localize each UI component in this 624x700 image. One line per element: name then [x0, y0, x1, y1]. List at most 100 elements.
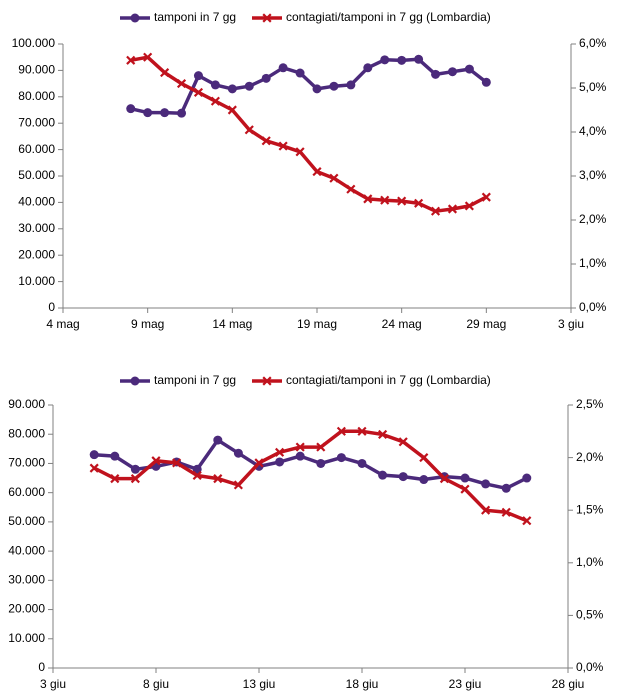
data-point	[244, 125, 254, 135]
y-tick-label: 80.000	[18, 89, 55, 103]
x-tick-label: 13 giu	[243, 677, 276, 691]
data-point	[312, 167, 322, 177]
y-tick-label: 70.000	[18, 115, 55, 129]
y-tick-label: 10.000	[18, 274, 55, 288]
data-point	[160, 68, 170, 78]
data-point	[316, 442, 326, 452]
data-point	[460, 473, 470, 483]
y2-tick-label: 0,0%	[579, 300, 607, 314]
data-point	[501, 483, 511, 493]
data-point	[414, 54, 424, 64]
data-point	[316, 458, 326, 468]
series-line-2	[93, 429, 528, 523]
data-point	[295, 442, 305, 452]
x-tick-label: 14 mag	[212, 317, 252, 331]
data-point	[447, 204, 458, 214]
data-point	[431, 69, 441, 79]
data-point	[295, 451, 305, 461]
x-tick-label: 4 mag	[46, 317, 79, 331]
y2-tick-label: 1,0%	[576, 555, 604, 569]
data-point	[275, 457, 285, 467]
data-point	[378, 470, 388, 480]
y2-tick-label: 0,0%	[576, 660, 604, 674]
data-point	[261, 73, 271, 83]
data-point	[329, 81, 339, 91]
data-point	[481, 77, 491, 87]
data-point	[312, 84, 322, 94]
data-point	[501, 507, 511, 517]
y2-tick-label: 6,0%	[579, 36, 607, 50]
data-point	[89, 450, 99, 460]
data-point	[295, 147, 305, 157]
data-point	[522, 473, 532, 483]
data-point	[275, 447, 285, 457]
data-point	[481, 479, 491, 489]
y-tick-label: 60.000	[8, 485, 45, 499]
data-point	[213, 474, 223, 484]
data-point	[447, 67, 457, 77]
data-point	[89, 463, 99, 473]
data-point	[378, 429, 388, 440]
chart-1: 0 10.000 20.000 30.000 40.000 50.000 60.000 70.…	[12, 10, 607, 331]
data-point	[430, 206, 441, 216]
data-point	[357, 426, 367, 436]
y-tick-label: 100.000	[12, 36, 56, 50]
data-point	[110, 451, 120, 461]
data-point	[464, 201, 474, 211]
data-point	[357, 458, 367, 468]
x-tick-label: 3 giu	[40, 677, 66, 691]
data-point	[397, 55, 407, 65]
y-tick-label: 90.000	[18, 63, 55, 77]
y2-tick-label: 3,0%	[579, 168, 607, 182]
legend-label-2: contagiati/tamponi in 7 gg (Lombardia)	[286, 10, 491, 24]
data-point	[126, 104, 136, 114]
data-point	[151, 456, 161, 466]
data-point	[254, 458, 264, 468]
data-point	[130, 464, 140, 474]
y-tick-label: 90.000	[8, 397, 45, 411]
data-point	[160, 108, 170, 118]
data-point	[192, 470, 202, 481]
y-tick-label: 60.000	[18, 142, 55, 156]
y-tick-label: 0	[38, 660, 45, 674]
y2-tick-label: 1,0%	[579, 256, 607, 270]
data-point	[193, 71, 203, 81]
data-point	[193, 87, 204, 97]
data-point	[481, 192, 491, 202]
data-point	[176, 79, 187, 89]
data-point	[414, 198, 424, 208]
data-point	[363, 194, 373, 204]
chart-2: 0 10.000 20.000 30.000 40.000 50.000 60.000 70.…	[8, 373, 603, 691]
series-line-1	[94, 438, 528, 491]
y2-tick-label: 2,0%	[576, 450, 604, 464]
data-point	[130, 474, 140, 484]
x-tick-label: 23 giu	[449, 677, 482, 691]
data-point	[244, 81, 254, 91]
x-tick-label: 29 mag	[466, 317, 506, 331]
data-point	[261, 136, 271, 146]
y2-tick-label: 2,0%	[579, 212, 607, 226]
y-tick-label: 30.000	[8, 573, 45, 587]
data-point	[278, 141, 288, 151]
legend-marker-2	[262, 13, 272, 23]
data-point	[398, 472, 408, 482]
y2-tick-label: 5,0%	[579, 80, 607, 94]
y2-tick-label: 4,0%	[579, 124, 607, 138]
data-point	[460, 484, 470, 494]
legend: tamponi in 7 gg contagiati/tamponi in 7 g…	[120, 373, 491, 387]
legend-marker-1	[130, 376, 140, 386]
data-point	[278, 63, 288, 73]
y-tick-label: 40.000	[18, 195, 55, 209]
legend-label-1: tamponi in 7 gg	[154, 373, 236, 387]
data-point	[143, 108, 153, 118]
legend-marker-1	[130, 13, 140, 23]
data-point	[210, 80, 220, 90]
data-point	[210, 96, 220, 106]
data-point	[213, 435, 223, 445]
legend-label-1: tamponi in 7 gg	[154, 10, 236, 24]
data-point	[336, 453, 346, 463]
data-point	[522, 516, 532, 526]
data-point	[398, 437, 408, 447]
x-tick-label: 8 giu	[143, 677, 169, 691]
data-point	[177, 108, 187, 118]
